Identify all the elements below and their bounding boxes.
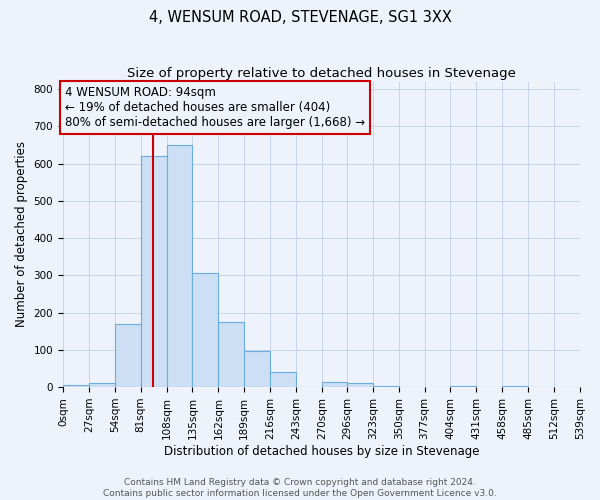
Bar bbox=[63, 385, 89, 387]
Bar bbox=[218, 322, 244, 387]
Bar bbox=[244, 351, 270, 387]
X-axis label: Distribution of detached houses by size in Stevenage: Distribution of detached houses by size … bbox=[164, 444, 479, 458]
Bar bbox=[451, 386, 476, 387]
Bar bbox=[270, 372, 296, 387]
Title: Size of property relative to detached houses in Stevenage: Size of property relative to detached ho… bbox=[127, 68, 516, 80]
Bar bbox=[347, 384, 373, 387]
Bar bbox=[140, 156, 167, 387]
Bar bbox=[89, 382, 115, 387]
Bar bbox=[502, 386, 528, 387]
Text: Contains HM Land Registry data © Crown copyright and database right 2024.
Contai: Contains HM Land Registry data © Crown c… bbox=[103, 478, 497, 498]
Bar bbox=[167, 145, 193, 387]
Y-axis label: Number of detached properties: Number of detached properties bbox=[15, 142, 28, 328]
Bar bbox=[193, 274, 218, 387]
Bar bbox=[373, 386, 398, 387]
Text: 4 WENSUM ROAD: 94sqm
← 19% of detached houses are smaller (404)
80% of semi-deta: 4 WENSUM ROAD: 94sqm ← 19% of detached h… bbox=[65, 86, 365, 129]
Text: 4, WENSUM ROAD, STEVENAGE, SG1 3XX: 4, WENSUM ROAD, STEVENAGE, SG1 3XX bbox=[149, 10, 451, 25]
Bar bbox=[322, 382, 347, 387]
Bar bbox=[115, 324, 140, 387]
